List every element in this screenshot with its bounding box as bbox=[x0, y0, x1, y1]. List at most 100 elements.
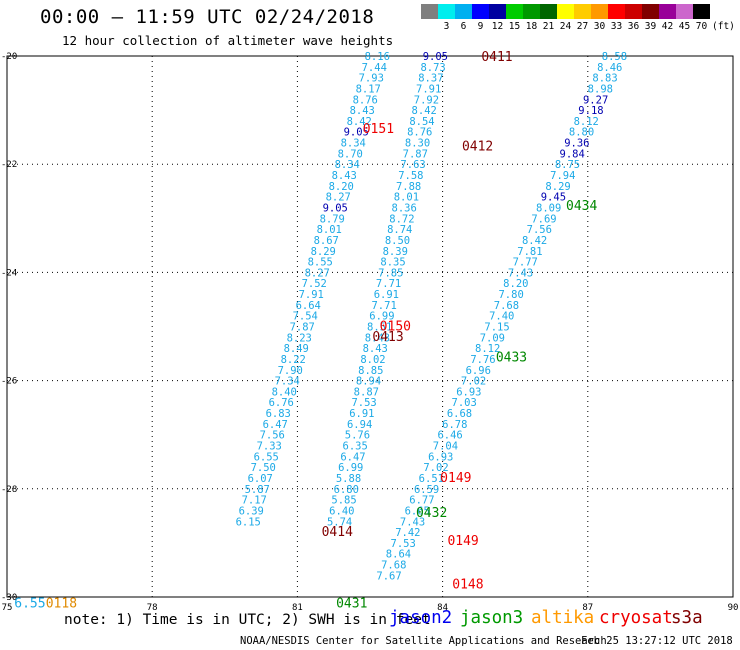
lat-tick-label: -26 bbox=[1, 377, 17, 387]
color-swatch bbox=[591, 4, 608, 19]
wave-height-label: 6.94 bbox=[347, 419, 372, 431]
wave-height-label: 8.42 bbox=[347, 116, 372, 128]
wave-height-label: 7.92 bbox=[414, 94, 439, 106]
wave-height-label: 8.40 bbox=[272, 386, 297, 398]
wave-height-label: 8.49 bbox=[284, 343, 309, 355]
satellite-legend-jason3: jason3 bbox=[460, 608, 524, 628]
lat-tick-label: -28 bbox=[1, 485, 17, 495]
color-swatch bbox=[506, 4, 523, 19]
pass-time-label: 0150 bbox=[380, 319, 411, 334]
pass-time-label: 6.55 bbox=[14, 596, 45, 611]
wave-height-label: 6.65 bbox=[405, 505, 430, 517]
color-swatch bbox=[574, 4, 591, 19]
color-swatch bbox=[523, 4, 540, 19]
satellite-legend-cryosat: cryosat bbox=[599, 608, 673, 628]
lat-tick-label: -24 bbox=[1, 268, 17, 278]
pass-time-label: 0149 bbox=[447, 534, 478, 549]
wave-height-label: 7.56 bbox=[527, 224, 552, 236]
wave-height-label: 7.33 bbox=[257, 441, 282, 453]
wave-height-label: 8.09 bbox=[536, 202, 561, 214]
lon-tick-label: 81 bbox=[292, 603, 303, 613]
wave-height-label: 8.12 bbox=[574, 116, 599, 128]
wave-height-label: 8.01 bbox=[317, 224, 342, 236]
wave-height-label: 7.69 bbox=[531, 213, 556, 225]
wave-height-label: 6.07 bbox=[248, 473, 273, 485]
wave-height-label: 7.58 bbox=[398, 170, 423, 182]
wave-height-label: 8.01 bbox=[394, 192, 419, 204]
wave-height-label: 6.96 bbox=[466, 365, 491, 377]
wave-height-label: 7.34 bbox=[275, 376, 300, 388]
wave-height-label: 5.88 bbox=[336, 473, 361, 485]
wave-height-label: 9.05 bbox=[423, 51, 448, 63]
wave-height-label: 7.94 bbox=[550, 170, 575, 182]
lon-tick-label: 78 bbox=[147, 603, 158, 613]
wave-height-label: 8.43 bbox=[363, 343, 388, 355]
wave-height-label: 9.27 bbox=[583, 94, 608, 106]
lon-tick-label: 84 bbox=[437, 603, 448, 613]
wave-height-label: 7.43 bbox=[400, 516, 425, 528]
wave-height-label: 8.20 bbox=[503, 278, 528, 290]
wave-height-label: 7.54 bbox=[293, 311, 318, 323]
wave-height-label: 9.05 bbox=[344, 127, 369, 139]
wave-height-label: 7.17 bbox=[242, 495, 267, 507]
wave-height-label: 7.67 bbox=[376, 570, 401, 582]
wave-height-label: 8.29 bbox=[545, 181, 570, 193]
wave-height-label: 8.43 bbox=[350, 105, 375, 117]
color-swatch bbox=[455, 4, 472, 19]
wave-height-label: 6.99 bbox=[369, 311, 394, 323]
wave-height-label: 7.71 bbox=[371, 300, 396, 312]
wave-height-label: 7.85 bbox=[378, 267, 403, 279]
color-swatch bbox=[489, 4, 506, 19]
wave-height-label: 8.54 bbox=[409, 116, 434, 128]
lat-tick-label: -20 bbox=[1, 52, 17, 62]
wave-height-label: 7.02 bbox=[423, 462, 448, 474]
wave-height-label: 8.35 bbox=[380, 257, 405, 269]
wave-height-label: 5.85 bbox=[331, 495, 356, 507]
color-swatch bbox=[438, 4, 455, 19]
color-scale-tick: 36 bbox=[627, 21, 640, 32]
wave-height-label: 6.40 bbox=[329, 505, 354, 517]
wave-height-label: 6.64 bbox=[296, 300, 321, 312]
wave-height-label: 7.53 bbox=[351, 397, 376, 409]
wave-height-label: 8.27 bbox=[326, 192, 351, 204]
wave-height-label: 8.37 bbox=[418, 73, 443, 85]
wave-height-label: 8.98 bbox=[588, 83, 613, 95]
wave-height-label: 8.74 bbox=[387, 224, 412, 236]
wave-height-label: 7.43 bbox=[508, 267, 533, 279]
wave-height-label: 8.42 bbox=[412, 105, 437, 117]
wave-height-label: 5.74 bbox=[327, 516, 352, 528]
wave-height-label: 8.76 bbox=[353, 94, 378, 106]
wave-height-label: 7.88 bbox=[396, 181, 421, 193]
wave-height-label: 8.34 bbox=[335, 159, 360, 171]
wave-height-label: 8.34 bbox=[341, 138, 366, 150]
pass-time-label: 0433 bbox=[496, 350, 527, 365]
wave-height-label: 8.73 bbox=[420, 62, 445, 74]
wave-height-label: 6.93 bbox=[428, 451, 453, 463]
wave-height-label: 7.68 bbox=[494, 300, 519, 312]
color-scale-tick: 18 bbox=[525, 21, 538, 32]
satellite-legend-jason2: jason2 bbox=[389, 608, 453, 628]
wave-height-label: 6.39 bbox=[239, 505, 264, 517]
credit-line: NOAA/NESDIS Center for Satellite Applica… bbox=[240, 635, 607, 647]
wave-height-label: 8.51 bbox=[367, 322, 392, 334]
wave-height-label: 6.83 bbox=[266, 408, 291, 420]
pass-time-label: 0414 bbox=[322, 525, 353, 540]
wave-height-label: 8.43 bbox=[332, 170, 357, 182]
color-swatch bbox=[540, 4, 557, 19]
wave-height-label: 8.30 bbox=[405, 138, 430, 150]
color-scale-tick: 27 bbox=[576, 21, 589, 32]
color-scale-tick: 6 bbox=[460, 21, 467, 32]
wave-height-label: 8.75 bbox=[555, 159, 580, 171]
wave-height-label: 7.90 bbox=[278, 365, 303, 377]
color-scale-tick: 21 bbox=[542, 21, 555, 32]
wave-height-label: 5.76 bbox=[345, 430, 370, 442]
wave-height-label: 6.91 bbox=[374, 289, 399, 301]
wave-height-label: 6.46 bbox=[437, 430, 462, 442]
color-scale-tick: 45 bbox=[678, 21, 691, 32]
satellite-legend-s3a: s3a bbox=[671, 608, 703, 628]
wave-height-label: 8.64 bbox=[386, 549, 411, 561]
wave-height-label: 5.87 bbox=[245, 484, 270, 496]
wave-height-label: 7.04 bbox=[433, 441, 458, 453]
wave-height-label: 8.55 bbox=[308, 257, 333, 269]
pass-time-label: 0413 bbox=[372, 330, 403, 345]
